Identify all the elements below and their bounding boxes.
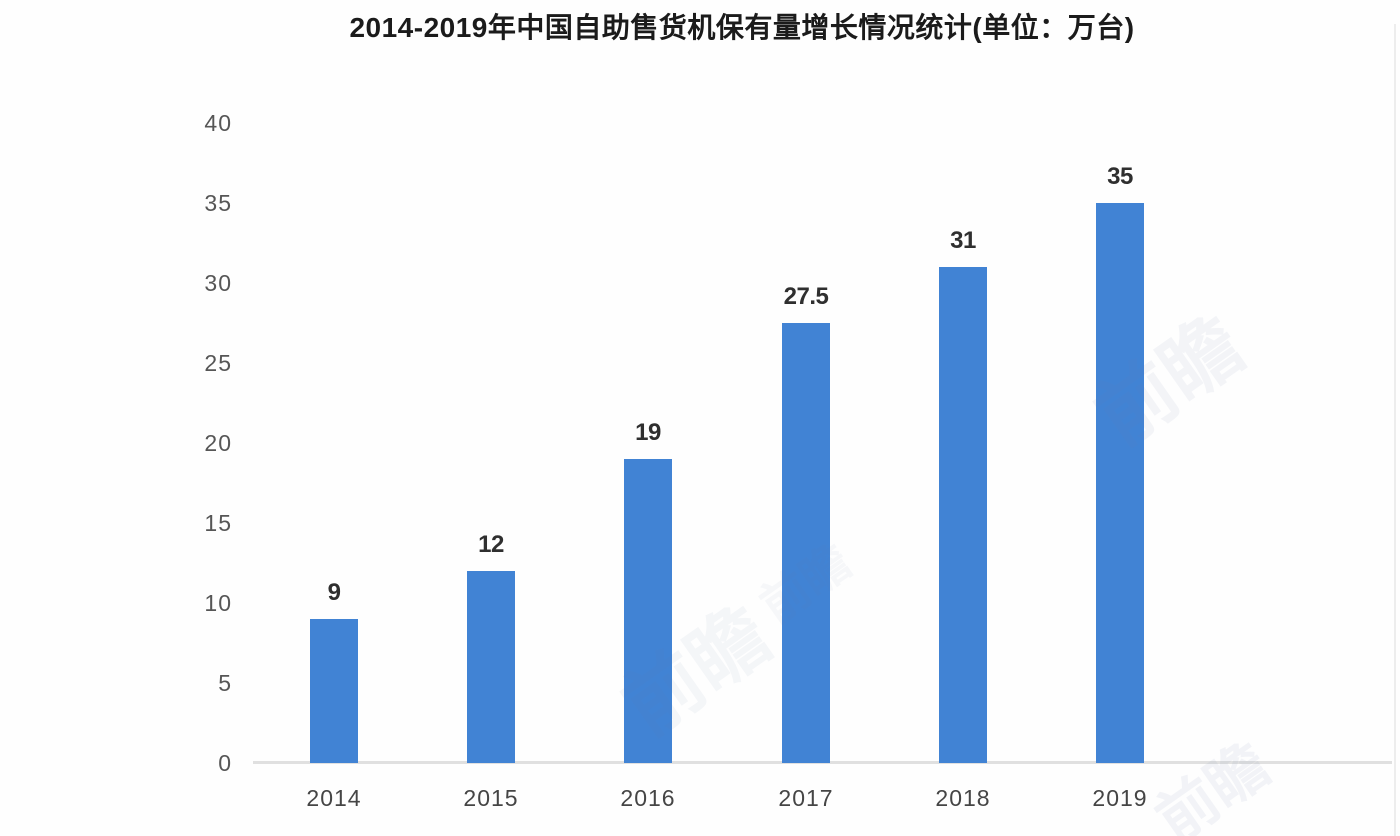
bar-2018 — [939, 267, 987, 763]
image-edge-line — [1394, 24, 1396, 836]
x-tick-label-2014: 2014 — [306, 785, 362, 811]
bar-value-label-2014: 9 — [327, 579, 341, 606]
x-tick-label-2015: 2015 — [463, 785, 519, 811]
bar-2016 — [624, 459, 672, 763]
bar-value-label-2016: 19 — [635, 419, 661, 446]
y-tick-label-20: 20 — [204, 430, 232, 456]
y-tick-label-5: 5 — [218, 670, 232, 696]
watermark-logo: 前瞻 — [1144, 730, 1282, 836]
bar-2014 — [310, 619, 358, 763]
bar-value-label-2018: 31 — [950, 227, 976, 254]
bar-value-label-2017: 27.5 — [783, 283, 829, 310]
bar-value-label-2019: 35 — [1107, 163, 1133, 190]
y-tick-label-0: 0 — [218, 750, 232, 776]
x-tick-label-2018: 2018 — [935, 785, 991, 811]
y-tick-label-30: 30 — [204, 270, 232, 296]
y-tick-label-10: 10 — [204, 590, 232, 616]
y-tick-label-35: 35 — [204, 190, 232, 216]
x-tick-label-2017: 2017 — [778, 785, 834, 811]
bar-value-label-2015: 12 — [478, 531, 504, 558]
x-tick-label-2019: 2019 — [1092, 785, 1148, 811]
bar-2017 — [782, 323, 830, 763]
bar-2015 — [467, 571, 515, 763]
chart-title: 2014-2019年中国自助售货机保有量增长情况统计(单位：万台) — [349, 12, 1135, 43]
y-tick-label-25: 25 — [204, 350, 232, 376]
y-tick-label-40: 40 — [204, 110, 232, 136]
bar-2019 — [1096, 203, 1144, 763]
y-tick-label-15: 15 — [204, 510, 232, 536]
x-tick-label-2016: 2016 — [620, 785, 676, 811]
